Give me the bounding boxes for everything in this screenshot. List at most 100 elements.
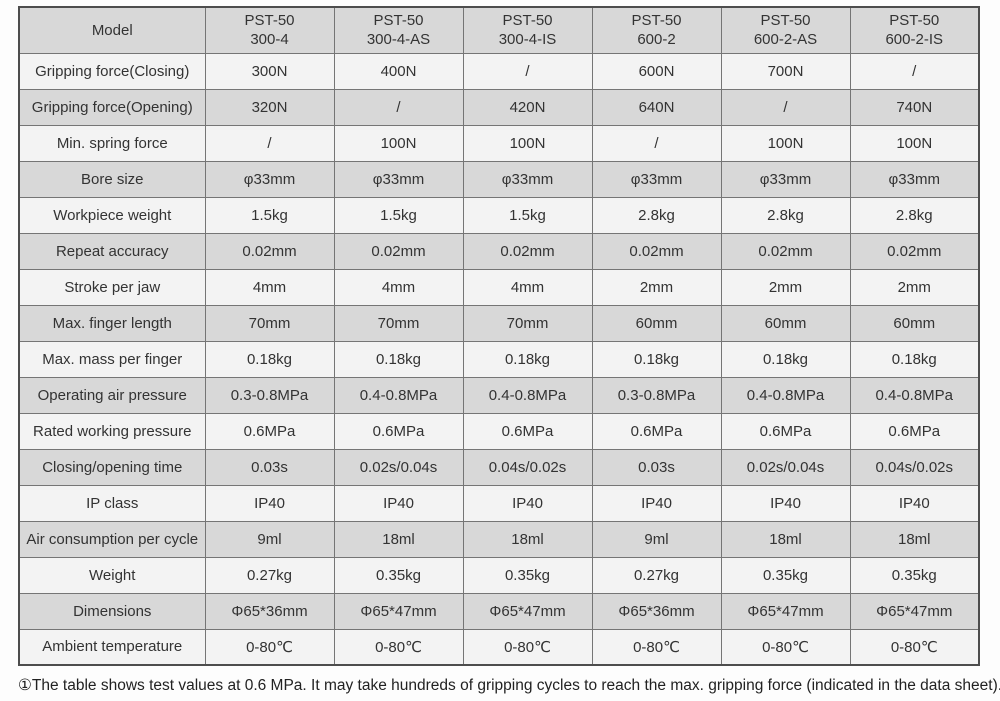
row-value: 0.18kg <box>720 340 851 378</box>
row-value: / <box>849 52 980 90</box>
column-header-line1: PST-50 <box>502 12 553 30</box>
header-row: Model PST-50 300-4 PST-50 300-4-AS PST-5… <box>18 6 980 54</box>
row-value: 100N <box>333 124 464 162</box>
row-value: 9ml <box>204 520 335 558</box>
row-value: 0-80℃ <box>462 628 593 666</box>
table-row: Workpiece weight 1.5kg 1.5kg 1.5kg 2.8kg… <box>18 196 980 234</box>
row-value: 4mm <box>462 268 593 306</box>
table-row: Gripping force(Closing) 300N 400N / 600N… <box>18 52 980 90</box>
row-value: 0.18kg <box>849 340 980 378</box>
row-value: Φ65*47mm <box>333 592 464 630</box>
row-value: 0.4-0.8MPa <box>720 376 851 414</box>
row-value: 1.5kg <box>333 196 464 234</box>
column-header-line1: PST-50 <box>631 12 682 30</box>
row-value: 0.6MPa <box>462 412 593 450</box>
row-value: φ33mm <box>849 160 980 198</box>
row-value: 100N <box>849 124 980 162</box>
row-label: Rated working pressure <box>18 412 206 450</box>
row-value: φ33mm <box>333 160 464 198</box>
row-label: Min. spring force <box>18 124 206 162</box>
row-value: 18ml <box>333 520 464 558</box>
row-value: 0.18kg <box>591 340 722 378</box>
row-value: 100N <box>462 124 593 162</box>
row-value: 0-80℃ <box>333 628 464 666</box>
row-value: / <box>333 88 464 126</box>
row-value: 0.6MPa <box>720 412 851 450</box>
row-value: 0.27kg <box>204 556 335 594</box>
row-value: 1.5kg <box>462 196 593 234</box>
column-header-line1: PST-50 <box>244 12 295 30</box>
footnote-text: ①The table shows test values at 0.6 MPa.… <box>18 677 1000 694</box>
row-value: 2.8kg <box>591 196 722 234</box>
row-value: IP40 <box>720 484 851 522</box>
row-label: Stroke per jaw <box>18 268 206 306</box>
row-value: 0.35kg <box>333 556 464 594</box>
row-label: Operating air pressure <box>18 376 206 414</box>
row-value: 0.02s/0.04s <box>333 448 464 486</box>
row-value: 740N <box>849 88 980 126</box>
table-row: Weight 0.27kg 0.35kg 0.35kg 0.27kg 0.35k… <box>18 556 980 594</box>
row-value: 420N <box>462 88 593 126</box>
row-value: 0.3-0.8MPa <box>591 376 722 414</box>
column-header-line2: 600-2-IS <box>885 31 944 49</box>
model-header-label: Model <box>91 21 133 39</box>
row-value: 2mm <box>720 268 851 306</box>
row-label: Repeat accuracy <box>18 232 206 270</box>
row-value: 0-80℃ <box>720 628 851 666</box>
table-row: Max. finger length 70mm 70mm 70mm 60mm 6… <box>18 304 980 342</box>
row-value: 60mm <box>591 304 722 342</box>
row-label: Weight <box>18 556 206 594</box>
row-value: IP40 <box>591 484 722 522</box>
row-value: 600N <box>591 52 722 90</box>
row-value: 0.02mm <box>849 232 980 270</box>
table-row: Stroke per jaw 4mm 4mm 4mm 2mm 2mm 2mm <box>18 268 980 306</box>
row-value: 0-80℃ <box>849 628 980 666</box>
row-value: / <box>204 124 335 162</box>
row-label: Air consumption per cycle <box>18 520 206 558</box>
row-value: 0.03s <box>591 448 722 486</box>
row-value: 0.04s/0.02s <box>462 448 593 486</box>
column-header-300-4: PST-50 300-4 <box>204 6 335 54</box>
row-value: 0.35kg <box>720 556 851 594</box>
row-label: Workpiece weight <box>18 196 206 234</box>
row-value: 2.8kg <box>849 196 980 234</box>
row-value: 2mm <box>591 268 722 306</box>
row-value: 640N <box>591 88 722 126</box>
row-label: Gripping force(Opening) <box>18 88 206 126</box>
row-value: 0.3-0.8MPa <box>204 376 335 414</box>
row-value: 18ml <box>720 520 851 558</box>
row-label: Ambient temperature <box>18 628 206 666</box>
column-header-line2: 600-2-AS <box>753 31 818 49</box>
row-value: 18ml <box>849 520 980 558</box>
row-label: Bore size <box>18 160 206 198</box>
column-header-300-4-as: PST-50 300-4-AS <box>333 6 464 54</box>
row-value: 9ml <box>591 520 722 558</box>
specification-table: Model PST-50 300-4 PST-50 300-4-AS PST-5… <box>18 6 980 666</box>
row-value: / <box>462 52 593 90</box>
table-row: IP class IP40 IP40 IP40 IP40 IP40 IP40 <box>18 484 980 522</box>
row-value: 0.02mm <box>204 232 335 270</box>
column-header-line1: PST-50 <box>373 12 424 30</box>
column-header-line2: 300-4-IS <box>498 31 557 49</box>
row-value: IP40 <box>849 484 980 522</box>
row-value: φ33mm <box>204 160 335 198</box>
row-value: 1.5kg <box>204 196 335 234</box>
row-value: 60mm <box>720 304 851 342</box>
row-value: 0.4-0.8MPa <box>849 376 980 414</box>
table-row: Ambient temperature 0-80℃ 0-80℃ 0-80℃ 0-… <box>18 628 980 666</box>
table-row: Operating air pressure 0.3-0.8MPa 0.4-0.… <box>18 376 980 414</box>
row-value: 0.02mm <box>720 232 851 270</box>
column-header-line2: 300-4-AS <box>366 31 431 49</box>
row-value: 320N <box>204 88 335 126</box>
column-header-line1: PST-50 <box>889 12 940 30</box>
row-value: 70mm <box>462 304 593 342</box>
row-value: 0.35kg <box>462 556 593 594</box>
row-value: Φ65*47mm <box>462 592 593 630</box>
row-value: 0.03s <box>204 448 335 486</box>
row-value: 0.18kg <box>462 340 593 378</box>
row-value: 300N <box>204 52 335 90</box>
column-header-line1: PST-50 <box>760 12 811 30</box>
row-value: 0.04s/0.02s <box>849 448 980 486</box>
spec-table-body: Gripping force(Closing) 300N 400N / 600N… <box>18 52 980 666</box>
row-value: IP40 <box>462 484 593 522</box>
